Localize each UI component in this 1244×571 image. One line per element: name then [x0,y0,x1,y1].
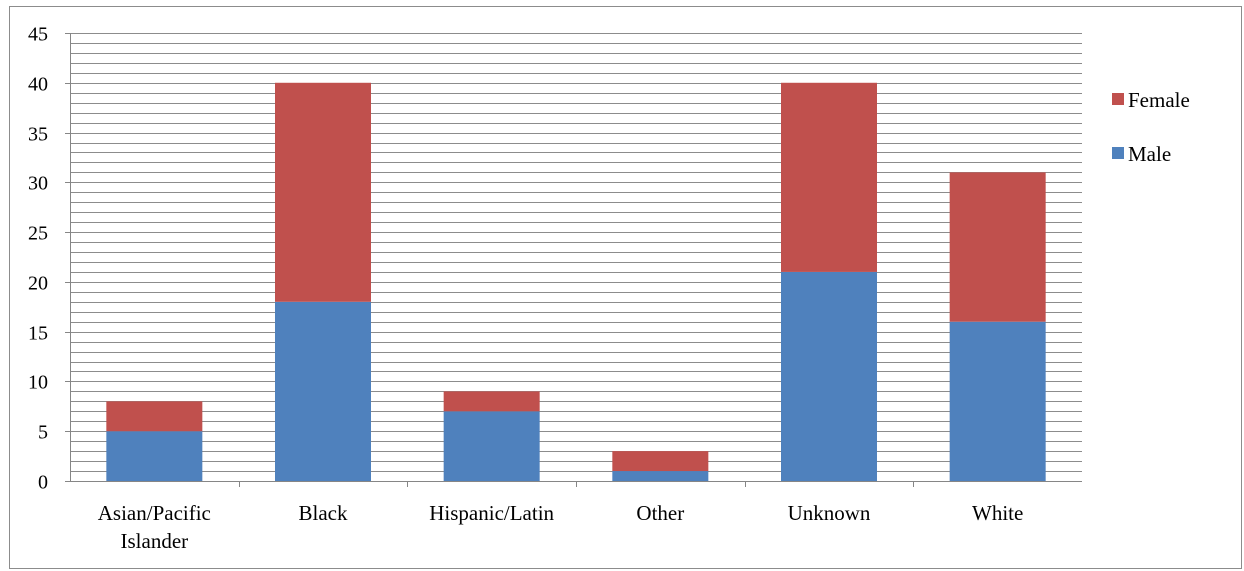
x-tick-label: White [972,501,1023,525]
y-tick-label: 25 [28,223,48,245]
y-tick-label: 45 [28,24,48,46]
bar-male [106,431,203,481]
bar-male [949,321,1046,481]
bar-female [612,451,709,472]
y-tick-label: 30 [28,173,48,195]
legend-swatch-male [1112,147,1124,159]
bar-male [443,411,540,481]
bar-male [781,271,877,481]
x-tick-label: Islander [121,529,189,553]
x-tick-label: Hispanic/Latin [429,501,554,525]
y-tick-label: 0 [38,472,48,494]
x-tick-label: Unknown [788,501,871,525]
legend-swatch-female [1112,93,1124,105]
y-tick-label: 40 [28,74,48,96]
bar-female [106,401,203,432]
y-tick-label: 15 [28,323,48,345]
bar-female [443,391,540,412]
x-tick-label: Black [299,501,348,525]
bar-female [949,172,1046,322]
y-tick-label: 20 [28,273,48,295]
legend-label-male: Male [1128,142,1171,166]
bar-male [275,301,371,481]
bar-male [612,471,709,481]
legend-label-female: Female [1128,88,1190,112]
bar-female [275,82,371,302]
x-tick-label: Asian/Pacific [98,501,211,525]
y-tick-label: 5 [38,422,48,444]
y-tick-label: 10 [28,372,48,394]
y-tick-label: 35 [28,124,48,146]
bar-female [781,82,877,272]
x-tick-label: Other [636,501,684,525]
